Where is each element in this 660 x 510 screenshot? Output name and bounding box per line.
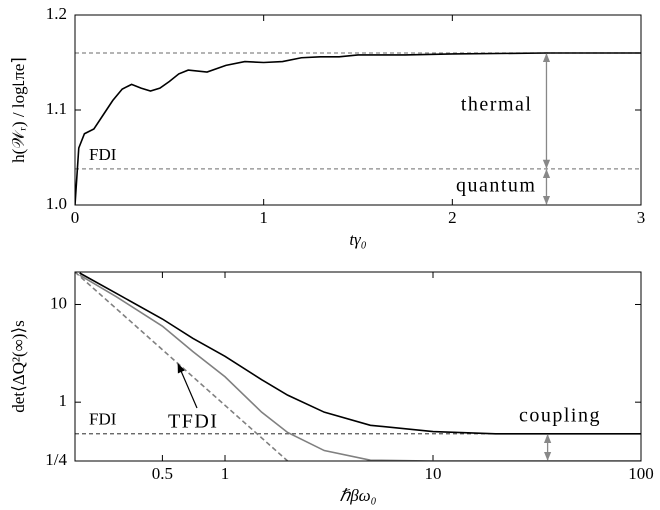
annotation-arrow <box>177 363 198 409</box>
plot-frame <box>74 14 642 206</box>
y-tick-label: 1 <box>59 391 68 410</box>
plot-frame <box>74 271 642 462</box>
x-tick-label: 2 <box>448 208 457 227</box>
x-tick-label: 10 <box>425 464 442 483</box>
reference-label: FDI <box>89 145 117 164</box>
x-tick-label: 3 <box>637 208 646 227</box>
annotation: TFDI <box>168 411 218 433</box>
y-tick-label: 1/4 <box>45 450 67 469</box>
data-line <box>75 272 289 461</box>
data-line <box>75 52 641 205</box>
annotation: coupling <box>519 404 601 426</box>
data-line <box>79 274 641 461</box>
data-line <box>79 272 641 435</box>
reference-label: FDI <box>89 410 117 429</box>
y-tick-label: 1.2 <box>46 4 67 23</box>
x-axis-label: ℏβω₀ <box>339 486 376 505</box>
annotation: thermal <box>461 94 533 116</box>
y-tick-label: 1.1 <box>46 99 67 118</box>
x-tick-label: 100 <box>628 464 654 483</box>
x-axis-label: tγ₀ <box>349 230 366 249</box>
x-tick-label: 1 <box>259 208 268 227</box>
x-tick-label: 0 <box>71 208 80 227</box>
y-axis-label: h(𝒲ᵣ) / log⌊πe⌉ <box>9 57 28 163</box>
y-tick-label: 1.0 <box>46 194 67 213</box>
y-axis-label: det⟨ΔQ²(∞)⟩s <box>9 320 28 412</box>
x-tick-label: 1 <box>221 464 230 483</box>
y-tick-label: 10 <box>50 293 67 312</box>
annotation: quantum <box>456 175 537 197</box>
x-tick-label: 0.5 <box>152 464 173 483</box>
